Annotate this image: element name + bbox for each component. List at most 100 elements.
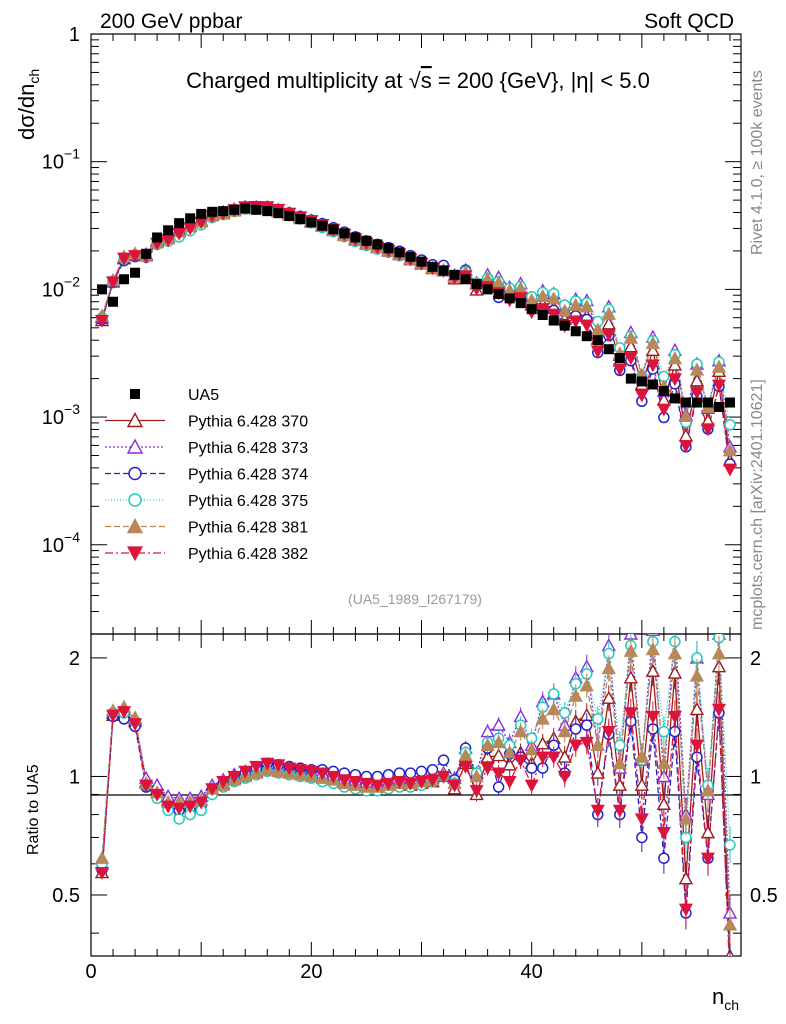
marker-triangle-down (480, 762, 495, 776)
marker-triangle-down (601, 725, 616, 739)
marker-square (185, 213, 196, 224)
header-left: 200 GeV ppbar (100, 10, 242, 33)
marker-triangle-down (238, 765, 253, 779)
marker-triangle-down (293, 764, 308, 777)
marker-square (658, 385, 669, 396)
marker-square (317, 220, 328, 231)
marker-triangle-down (172, 802, 187, 816)
marker-triangle (126, 438, 144, 454)
marker-triangle-down (700, 852, 715, 866)
marker-triangle-down (568, 315, 583, 329)
ratio-y-tick-label-right: 0.5 (750, 885, 778, 907)
marker-triangle-down (722, 463, 737, 477)
ratio-y-tick-label: 2 (69, 648, 80, 670)
marker-square (460, 274, 471, 285)
marker-square (196, 208, 207, 219)
marker-square (482, 284, 493, 295)
marker-triangle (535, 288, 550, 303)
marker-triangle-down (612, 363, 627, 377)
marker-square (350, 232, 361, 243)
analysis-id: (UA5_1989_I267179) (348, 591, 482, 607)
marker-triangle-down (656, 827, 671, 840)
marker-triangle (711, 646, 727, 660)
marker-square (691, 397, 702, 408)
marker-circle (724, 839, 736, 851)
marker-triangle (667, 665, 683, 679)
legend: UA5 Pythia 6.428 370 Pythia 6.428 373 Pythi… (105, 387, 308, 563)
marker-square (548, 315, 559, 326)
marker-square (383, 243, 394, 254)
marker-triangle-down (249, 760, 264, 774)
marker-circle (592, 713, 604, 725)
marker-square (449, 269, 460, 280)
marker-triangle (579, 299, 594, 313)
marker-triangle-down (634, 389, 649, 403)
x-tick-label: 0 (85, 961, 96, 983)
marker-square (416, 256, 427, 267)
marker-square (163, 225, 174, 236)
marker-square (130, 267, 141, 278)
legend-label: Pythia 6.428 370 (188, 414, 308, 431)
marker-triangle (700, 825, 716, 839)
marker-triangle-down (623, 707, 638, 721)
marker-triangle (667, 351, 683, 365)
marker-square (97, 284, 108, 295)
tick-base: 10 (42, 535, 64, 557)
marker-triangle-down (348, 776, 363, 789)
tick-exponent: −4 (64, 529, 80, 545)
marker-triangle-down (469, 785, 484, 798)
tick-exponent: −3 (64, 401, 80, 417)
marker-square (702, 397, 713, 408)
marker-triangle (535, 711, 550, 725)
marker-triangle-down (128, 250, 143, 263)
main-frame (90, 33, 742, 635)
marker-triangle-down (95, 314, 110, 328)
ratio-series-line (101, 709, 730, 956)
marker-triangle-down (205, 783, 220, 797)
marker-triangle-down (392, 776, 407, 789)
marker-circle (614, 739, 626, 752)
marker-triangle-down (645, 710, 660, 724)
marker-triangle (722, 917, 738, 931)
marker-triangle (645, 642, 661, 656)
main-y-tick-label: 1 (69, 24, 80, 46)
marker-triangle (557, 724, 572, 738)
marker-triangle-down (117, 706, 132, 719)
chart-title-prefix: Charged multiplicity at (186, 68, 409, 93)
marker-circle (724, 418, 736, 431)
marker-circle (658, 852, 670, 864)
marker-circle (569, 723, 582, 735)
marker-triangle-down (458, 760, 473, 774)
marker-square (361, 235, 372, 246)
marker-triangle-down (711, 703, 726, 717)
marker-triangle-down (678, 439, 693, 453)
marker-triangle-down (524, 779, 539, 793)
main-series-markers (94, 199, 738, 477)
marker-triangle (480, 737, 495, 751)
tick-exponent: −2 (64, 273, 80, 289)
marker-circle (128, 466, 142, 481)
marker-triangle-down (546, 751, 561, 765)
marker-triangle (656, 796, 672, 810)
marker-circle (128, 493, 142, 507)
marker-triangle-down (216, 776, 231, 789)
marker-triangle (491, 717, 506, 731)
marker-triangle-down (128, 718, 143, 732)
ratio-series-line (101, 637, 731, 864)
main-ylabel-text: dσ/dn (14, 84, 39, 140)
marker-square (625, 373, 636, 384)
marker-triangle-down (282, 762, 297, 776)
marker-triangle-down (315, 767, 330, 781)
series-line (101, 206, 731, 447)
marker-circle (525, 762, 538, 774)
marker-square (207, 206, 218, 217)
marker-triangle-down (403, 777, 418, 791)
marker-triangle (678, 428, 694, 442)
marker-triangle (667, 646, 683, 660)
marker-triangle-down (117, 252, 132, 266)
marker-triangle (634, 777, 650, 791)
marker-square (240, 203, 251, 214)
ratio-series-markers (94, 634, 738, 956)
marker-triangle-down (579, 319, 594, 333)
